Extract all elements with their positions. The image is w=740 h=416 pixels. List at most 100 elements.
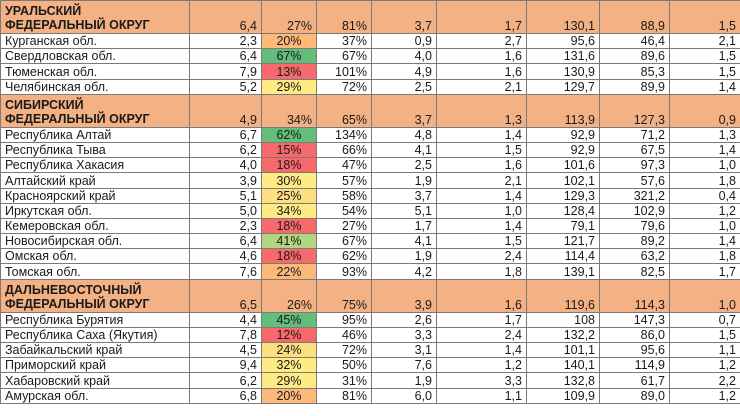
value-cell-c7[interactable]: 102,9	[599, 202, 670, 219]
value-cell-c8[interactable]: 1,0	[669, 157, 740, 174]
value-cell-c1[interactable]: 2,3	[189, 32, 262, 50]
value-cell-c1[interactable]: 5,2	[189, 78, 262, 95]
value-cell-c8[interactable]: 1,1	[669, 341, 740, 359]
value-cell-c7[interactable]: 85,3	[599, 63, 670, 80]
value-cell-c8[interactable]: 0,7	[669, 311, 740, 328]
percent-highlight-cell[interactable]: 12%	[261, 326, 317, 344]
region-name-cell[interactable]: Иркутская обл.	[0, 202, 190, 219]
value-cell-c1[interactable]: 4,6	[189, 248, 262, 265]
value-cell-c3[interactable]: 65%	[316, 93, 372, 128]
value-cell-c4[interactable]: 3,7	[371, 187, 437, 204]
percent-highlight-cell[interactable]: 62%	[261, 126, 317, 143]
value-cell-c3[interactable]: 81%	[316, 0, 372, 34]
value-cell-c7[interactable]: 147,3	[599, 311, 670, 328]
value-cell-c5[interactable]: 1,6	[436, 63, 527, 80]
value-cell-c4[interactable]: 4,1	[371, 233, 437, 250]
value-cell-c3[interactable]: 66%	[316, 141, 372, 159]
value-cell-c5[interactable]: 2,7	[436, 32, 527, 50]
value-cell-c1[interactable]: 5,0	[189, 202, 262, 219]
value-cell-c5[interactable]: 3,3	[436, 372, 527, 389]
value-cell-c4[interactable]: 1,9	[371, 248, 437, 265]
value-cell-c7[interactable]: 61,7	[599, 372, 670, 389]
value-cell-c7[interactable]: 321,2	[599, 187, 670, 204]
value-cell-c3[interactable]: 72%	[316, 341, 372, 359]
value-cell-c3[interactable]: 81%	[316, 387, 372, 404]
percent-highlight-cell[interactable]: 25%	[261, 187, 317, 204]
value-cell-c4[interactable]: 2,5	[371, 157, 437, 174]
percent-highlight-cell[interactable]: 15%	[261, 141, 317, 159]
value-cell-c4[interactable]: 7,6	[371, 357, 437, 374]
percent-highlight-cell[interactable]: 18%	[261, 217, 317, 235]
value-cell-c1[interactable]: 6,5	[189, 278, 262, 313]
value-cell-c7[interactable]: 67,5	[599, 141, 670, 159]
value-cell-c8[interactable]: 1,2	[669, 357, 740, 374]
value-cell-c7[interactable]: 97,3	[599, 157, 670, 174]
value-cell-c7[interactable]: 86,0	[599, 326, 670, 344]
region-name-cell[interactable]: Челябинская обл.	[0, 78, 190, 95]
percent-highlight-cell[interactable]: 32%	[261, 357, 317, 374]
value-cell-c1[interactable]: 6,7	[189, 126, 262, 143]
value-cell-c8[interactable]: 1,2	[669, 387, 740, 404]
value-cell-c3[interactable]: 27%	[316, 217, 372, 235]
value-cell-c8[interactable]: 1,5	[669, 326, 740, 344]
value-cell-c3[interactable]: 62%	[316, 248, 372, 265]
value-cell-c3[interactable]: 75%	[316, 278, 372, 313]
value-cell-c8[interactable]: 1,4	[669, 78, 740, 95]
value-cell-c6[interactable]: 128,4	[526, 202, 600, 219]
value-cell-c4[interactable]: 4,8	[371, 126, 437, 143]
value-cell-c6[interactable]: 114,4	[526, 248, 600, 265]
value-cell-c2[interactable]: 34%	[261, 93, 317, 128]
district-name-cell[interactable]: УРАЛЬСКИЙ ФЕДЕРАЛЬНЫЙ ОКРУГ	[0, 0, 190, 34]
percent-highlight-cell[interactable]: 41%	[261, 233, 317, 250]
value-cell-c5[interactable]: 1,8	[436, 263, 527, 280]
value-cell-c1[interactable]: 5,1	[189, 187, 262, 204]
percent-highlight-cell[interactable]: 20%	[261, 32, 317, 50]
value-cell-c4[interactable]: 3,7	[371, 0, 437, 34]
value-cell-c1[interactable]: 6,2	[189, 372, 262, 389]
value-cell-c5[interactable]: 1,3	[436, 93, 527, 128]
value-cell-c8[interactable]: 1,7	[669, 263, 740, 280]
value-cell-c8[interactable]: 1,0	[669, 278, 740, 313]
value-cell-c6[interactable]: 79,1	[526, 217, 600, 235]
value-cell-c3[interactable]: 67%	[316, 48, 372, 65]
value-cell-c5[interactable]: 1,6	[436, 278, 527, 313]
value-cell-c6[interactable]: 132,2	[526, 326, 600, 344]
region-name-cell[interactable]: Хабаровский край	[0, 372, 190, 389]
value-cell-c8[interactable]: 0,9	[669, 93, 740, 128]
value-cell-c7[interactable]: 89,2	[599, 233, 670, 250]
region-name-cell[interactable]: Республика Саха (Якутия)	[0, 326, 190, 344]
value-cell-c1[interactable]: 2,3	[189, 217, 262, 235]
value-cell-c4[interactable]: 4,1	[371, 141, 437, 159]
value-cell-c8[interactable]: 0,4	[669, 187, 740, 204]
value-cell-c5[interactable]: 1,1	[436, 387, 527, 404]
percent-highlight-cell[interactable]: 29%	[261, 78, 317, 95]
region-name-cell[interactable]: Кемеровская обл.	[0, 217, 190, 235]
value-cell-c7[interactable]: 79,6	[599, 217, 670, 235]
region-name-cell[interactable]: Забайкальский край	[0, 341, 190, 359]
value-cell-c6[interactable]: 139,1	[526, 263, 600, 280]
value-cell-c4[interactable]: 4,9	[371, 63, 437, 80]
value-cell-c3[interactable]: 37%	[316, 32, 372, 50]
value-cell-c4[interactable]: 3,7	[371, 93, 437, 128]
value-cell-c7[interactable]: 57,6	[599, 172, 670, 189]
percent-highlight-cell[interactable]: 20%	[261, 387, 317, 404]
value-cell-c8[interactable]: 1,8	[669, 248, 740, 265]
value-cell-c8[interactable]: 1,5	[669, 0, 740, 34]
value-cell-c3[interactable]: 58%	[316, 187, 372, 204]
value-cell-c6[interactable]: 129,3	[526, 187, 600, 204]
value-cell-c4[interactable]: 1,7	[371, 217, 437, 235]
value-cell-c3[interactable]: 50%	[316, 357, 372, 374]
region-name-cell[interactable]: Республика Бурятия	[0, 311, 190, 328]
value-cell-c8[interactable]: 1,8	[669, 172, 740, 189]
value-cell-c5[interactable]: 2,1	[436, 172, 527, 189]
value-cell-c3[interactable]: 134%	[316, 126, 372, 143]
percent-highlight-cell[interactable]: 67%	[261, 48, 317, 65]
value-cell-c7[interactable]: 46,4	[599, 32, 670, 50]
value-cell-c2[interactable]: 26%	[261, 278, 317, 313]
value-cell-c6[interactable]: 121,7	[526, 233, 600, 250]
value-cell-c3[interactable]: 57%	[316, 172, 372, 189]
region-name-cell[interactable]: Алтайский край	[0, 172, 190, 189]
value-cell-c6[interactable]: 109,9	[526, 387, 600, 404]
value-cell-c5[interactable]: 2,4	[436, 326, 527, 344]
value-cell-c4[interactable]: 3,9	[371, 278, 437, 313]
